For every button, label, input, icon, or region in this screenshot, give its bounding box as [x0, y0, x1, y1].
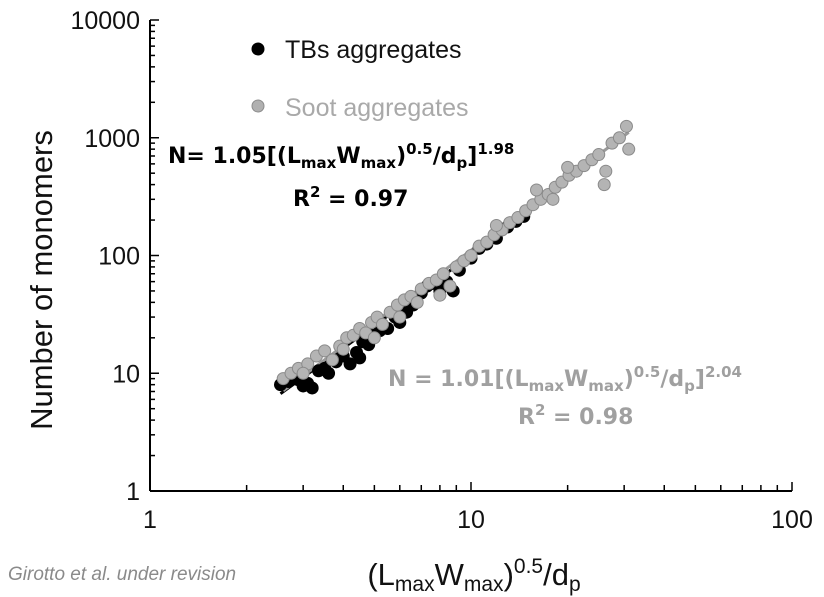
data-points	[273, 119, 636, 395]
soot-fit-equation: N = 1.01[(LmaxWmax)0.5/dp]2.04	[388, 363, 742, 395]
soot-data-point	[622, 142, 636, 156]
legend-marker-tbs	[251, 42, 265, 56]
y-tick-label: 1	[126, 478, 140, 506]
axis-ticks	[149, 19, 793, 492]
tbs-data-point	[322, 366, 336, 380]
y-tick-label: 1000	[84, 125, 140, 153]
tbs-data-point	[305, 381, 319, 395]
soot-data-point	[489, 218, 503, 232]
soot-data-point	[336, 342, 350, 356]
legend-entry-soot: Soot aggregates	[251, 94, 468, 122]
soot-data-point	[436, 267, 450, 281]
legend-label-soot: Soot aggregates	[285, 94, 468, 122]
tbs-fit-equation: N= 1.05[(LmaxWmax)0.5/dp]1.98	[168, 140, 514, 172]
soot-data-point	[530, 183, 544, 197]
soot-data-point	[612, 131, 626, 145]
soot-data-point	[296, 366, 310, 380]
x-tick-label: 1	[143, 506, 157, 534]
soot-fit-r2: R2 = 0.98	[518, 401, 633, 430]
soot-fit-annotation: N = 1.01[(LmaxWmax)0.5/dp]2.04 R2 = 0.98	[388, 363, 742, 430]
tbs-fit-r2: R2 = 0.97	[293, 183, 408, 212]
soot-data-point	[433, 288, 447, 302]
soot-data-point	[318, 344, 332, 358]
soot-data-point	[561, 160, 575, 174]
y-tick-label: 100	[98, 243, 140, 271]
tbs-data-point	[343, 357, 357, 371]
soot-data-point	[325, 353, 339, 367]
soot-data-point	[619, 119, 633, 133]
y-tick-label: 10	[112, 360, 140, 388]
legend-marker-soot	[251, 99, 265, 113]
soot-data-point	[393, 310, 407, 324]
y-axis-label: Number of monomers	[24, 130, 59, 430]
source-note: Girotto et al. under revision	[8, 564, 236, 585]
tbs-fit-annotation: N= 1.05[(LmaxWmax)0.5/dp]1.98 R2 = 0.97	[168, 140, 514, 212]
soot-data-point	[410, 295, 424, 309]
soot-data-point	[443, 279, 457, 293]
soot-data-point	[597, 178, 611, 192]
x-tick-label: 10	[457, 506, 485, 534]
axis-tick-labels: 1 10 100 1000 10000 1 10 100	[70, 7, 812, 534]
soot-data-point	[367, 331, 381, 345]
soot-data-point	[599, 164, 613, 178]
x-tick-label: 100	[771, 506, 813, 534]
legend-label-tbs: TBs aggregates	[285, 36, 462, 64]
soot-data-point	[546, 192, 560, 206]
legend: TBs aggregates Soot aggregates	[251, 36, 468, 122]
soot-data-point	[375, 317, 389, 331]
tbs-data-point	[353, 351, 367, 365]
legend-entry-tbs: TBs aggregates	[251, 36, 462, 64]
x-axis-label: (LmaxWmax)0.5/dp	[367, 555, 580, 596]
y-tick-label: 10000	[70, 7, 140, 35]
soot-data-point	[592, 148, 606, 162]
soot-data-point	[464, 249, 478, 262]
